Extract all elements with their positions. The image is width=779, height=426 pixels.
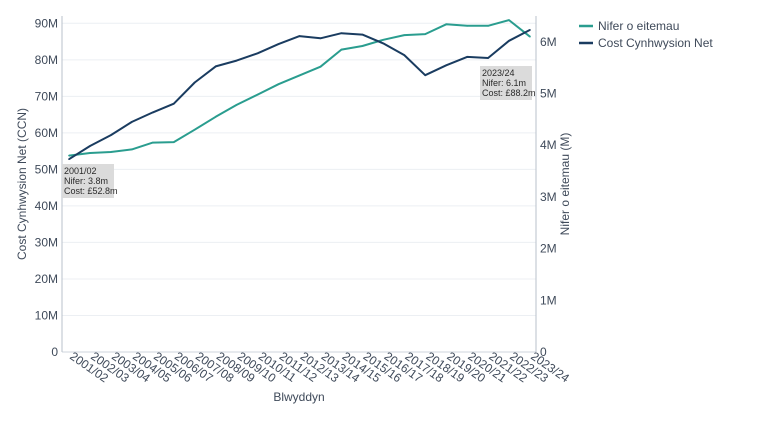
series-2-point [214, 65, 217, 68]
series-1-point [214, 116, 217, 118]
series-2-point [298, 35, 301, 37]
y-right-tick-label: 5M [540, 87, 557, 101]
y-left-tick-label: 80M [35, 53, 58, 67]
series-2-point [110, 134, 112, 136]
annotation-box [480, 66, 532, 100]
series-1-point [131, 148, 133, 151]
annotation-box [62, 164, 114, 198]
series-2-point [361, 33, 364, 36]
series-2-point [172, 102, 175, 105]
series-1-point [529, 35, 531, 38]
y-left-tick-label: 40M [35, 199, 58, 213]
legend-item[interactable]: Cost Cynhwysion Net [579, 36, 713, 50]
series-2-point [445, 64, 447, 67]
series-1-point [487, 25, 489, 27]
legend: Nifer o eitemau Cost Cynhwysion Net [579, 19, 713, 50]
annotation-text: Nifer: 6.1m [482, 78, 526, 88]
series-2-point [382, 42, 385, 45]
series-2-point [529, 29, 531, 31]
series-2-point [487, 57, 489, 59]
y-right-tick-label: 2M [540, 242, 557, 256]
y-left-tick-label: 20M [35, 272, 58, 286]
series-1-point [172, 141, 175, 143]
grid-layer [62, 22, 536, 353]
series-line-1 [68, 19, 531, 157]
y-left-tick-label: 60M [35, 126, 58, 140]
annotation-text: 2001/02 [64, 166, 97, 176]
series-2-point [68, 158, 70, 160]
series-2-point [403, 54, 406, 56]
series-1-point [403, 34, 406, 36]
series-1-point [298, 74, 301, 77]
series-1-point [361, 45, 364, 47]
series-1-point [235, 104, 238, 106]
y-right-tick-label: 4M [540, 138, 557, 152]
y-right-tick-label: 3M [540, 190, 557, 204]
series-2-point [319, 37, 322, 40]
series-line-2 [68, 29, 531, 161]
y-left-tick-label: 50M [35, 162, 58, 176]
series-2-point [256, 52, 259, 55]
annotation-text: Cost: £88.2m [482, 88, 536, 98]
series-2-point [152, 111, 154, 114]
series-1-point [445, 23, 447, 26]
y-right-tick-label: 0 [540, 345, 547, 359]
series-1-point [277, 83, 280, 86]
series-1-point [110, 151, 112, 153]
series-1-point [152, 141, 154, 144]
y-left-tick-label: 30M [35, 235, 58, 249]
legend-item[interactable]: Nifer o eitemau [579, 19, 679, 33]
y-left-tick-label: 10M [35, 308, 58, 322]
series-2-point [277, 43, 280, 45]
y-left-tick-label: 70M [35, 89, 58, 103]
y-left-tick-label: 0 [51, 345, 58, 359]
x-axis-title: Blwyddyn [273, 390, 324, 404]
annotation-text: Cost: £52.8m [64, 186, 118, 196]
series-1-point [340, 48, 343, 51]
series-2-point [131, 121, 133, 123]
series-1-point [256, 93, 259, 96]
annotation-text: 2023/24 [482, 68, 515, 78]
series-2-point [89, 145, 91, 147]
series-2-point [340, 32, 343, 34]
y-left-tick-label: 90M [35, 16, 58, 30]
y-right-tick-label: 6M [540, 35, 557, 49]
series-1-point [466, 25, 468, 27]
annotation-text: Nifer: 3.8m [64, 176, 108, 186]
y-right-axis-title: Nifer o eitemau (M) [558, 133, 572, 236]
series-1-point [68, 154, 70, 157]
series-1-point [193, 128, 196, 131]
series-2-point [466, 56, 468, 58]
series-1-point [508, 19, 510, 21]
series-1-point [424, 33, 427, 35]
series-2-point [235, 59, 238, 62]
series-2-point [508, 40, 510, 42]
y-left-axis-title: Cost Cynhwysion Net (CCN) [15, 108, 29, 260]
series-1-point [319, 65, 322, 68]
legend-label: Cost Cynhwysion Net [598, 36, 713, 50]
series-1-point [382, 38, 385, 41]
series-1-point [89, 152, 91, 154]
y-right-tick-label: 1M [540, 293, 557, 307]
series-2-point [193, 81, 196, 84]
legend-label: Nifer o eitemau [598, 19, 679, 33]
series-layer [68, 19, 531, 161]
series-2-point [424, 74, 427, 76]
